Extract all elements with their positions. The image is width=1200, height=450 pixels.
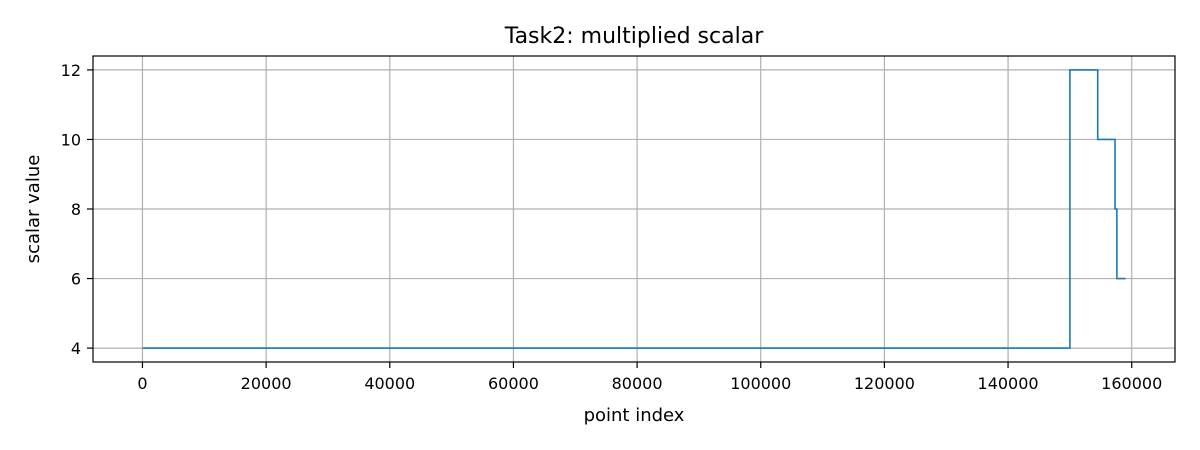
y-tick-label: 8	[71, 200, 81, 219]
y-tick-label: 6	[71, 270, 81, 289]
y-tick-label: 4	[71, 339, 81, 358]
x-tick-label: 80000	[612, 374, 663, 393]
x-tick-label: 20000	[241, 374, 292, 393]
ticks: 0 20000 40000 60000 80000 100000 120000 140000 1…	[61, 61, 1163, 393]
y-tick-label: 12	[61, 61, 81, 80]
x-tick-label: 60000	[488, 374, 539, 393]
x-tick-label: 100000	[730, 374, 791, 393]
chart-title: Task2: multiplied scalar	[504, 24, 764, 49]
x-tick-label: 40000	[364, 374, 415, 393]
y-axis-label: scalar value	[23, 155, 44, 264]
x-tick-label: 140000	[978, 374, 1039, 393]
x-tick-label: 0	[137, 374, 147, 393]
x-tick-label: 120000	[854, 374, 915, 393]
series-line-0	[142, 69, 1126, 349]
y-tick-label: 10	[61, 130, 81, 149]
x-tick-label: 160000	[1101, 374, 1162, 393]
x-axis-label: point index	[584, 405, 685, 426]
series-layer	[142, 69, 1126, 349]
